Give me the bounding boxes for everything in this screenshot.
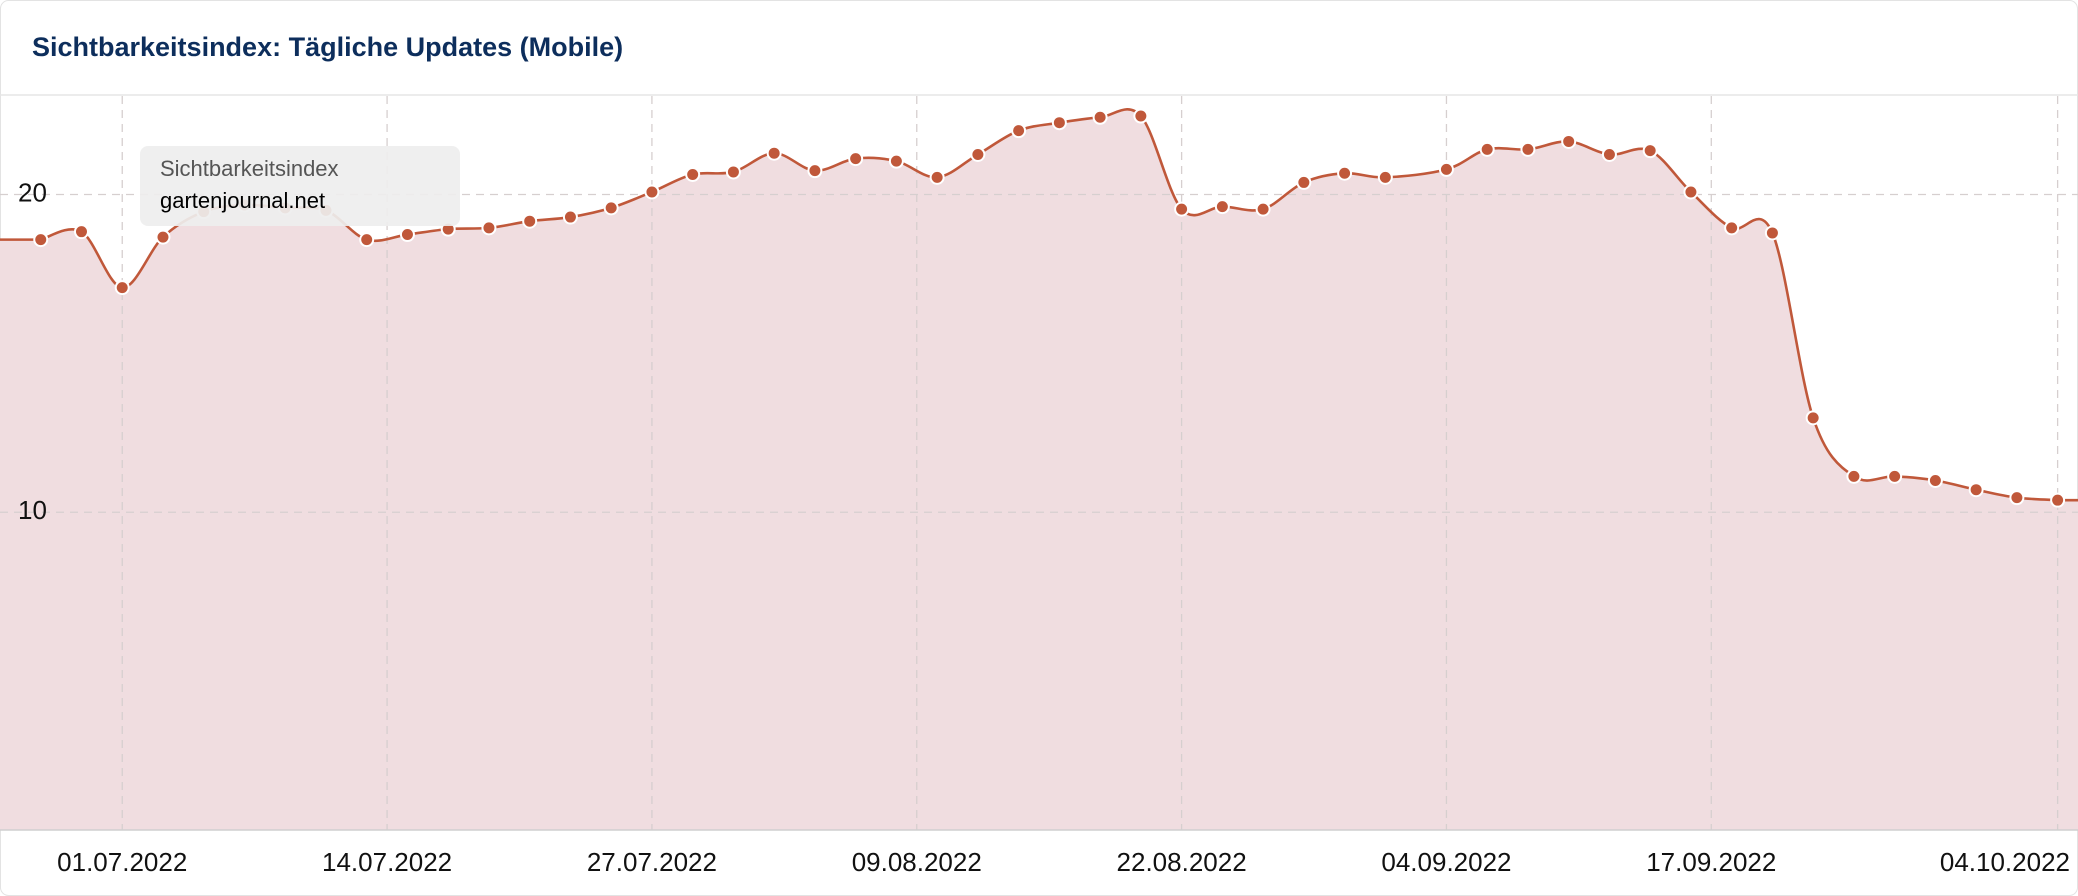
point bbox=[2009, 490, 2025, 506]
point bbox=[1846, 468, 1862, 484]
point bbox=[1479, 141, 1495, 157]
point bbox=[1337, 165, 1353, 181]
y-tick-label: 10 bbox=[18, 495, 47, 525]
point bbox=[1724, 220, 1740, 236]
y-tick-label: 20 bbox=[18, 177, 47, 207]
point bbox=[848, 151, 864, 167]
point bbox=[685, 166, 701, 182]
point bbox=[1377, 169, 1393, 185]
point bbox=[725, 164, 741, 180]
point bbox=[2050, 492, 2066, 508]
point bbox=[1255, 201, 1271, 217]
point bbox=[481, 220, 497, 236]
tooltip-series: gartenjournal.net bbox=[160, 188, 325, 213]
point bbox=[1438, 161, 1454, 177]
point bbox=[1683, 184, 1699, 200]
point bbox=[929, 169, 945, 185]
point bbox=[522, 213, 538, 229]
point bbox=[399, 227, 415, 243]
chart-title: Sichtbarkeitsindex: Tägliche Updates (Mo… bbox=[32, 32, 623, 62]
point bbox=[1011, 123, 1027, 139]
point bbox=[1601, 146, 1617, 162]
tooltip: Sichtbarkeitsindex gartenjournal.net bbox=[140, 146, 460, 226]
point bbox=[1561, 133, 1577, 149]
x-tick-label: 14.07.2022 bbox=[322, 847, 452, 877]
point bbox=[1174, 201, 1190, 217]
point bbox=[1764, 225, 1780, 241]
point bbox=[603, 200, 619, 216]
point bbox=[1296, 174, 1312, 190]
area bbox=[0, 109, 2078, 831]
x-tick-label: 17.09.2022 bbox=[1646, 847, 1776, 877]
point bbox=[888, 153, 904, 169]
x-tick-label: 09.08.2022 bbox=[852, 847, 982, 877]
point bbox=[1927, 472, 1943, 488]
point bbox=[766, 145, 782, 161]
point bbox=[1092, 109, 1108, 125]
point bbox=[1133, 108, 1149, 124]
point bbox=[1968, 482, 1984, 498]
point bbox=[1805, 410, 1821, 426]
point bbox=[1887, 468, 1903, 484]
x-tick-label: 04.09.2022 bbox=[1381, 847, 1511, 877]
point bbox=[1214, 199, 1230, 215]
x-tick-label: 27.07.2022 bbox=[587, 847, 717, 877]
point bbox=[1520, 141, 1536, 157]
x-tick-label: 22.08.2022 bbox=[1117, 847, 1247, 877]
point bbox=[33, 232, 49, 248]
point bbox=[73, 224, 89, 240]
point bbox=[970, 146, 986, 162]
point bbox=[562, 209, 578, 225]
tooltip-title: Sichtbarkeitsindex bbox=[160, 156, 339, 181]
x-tick-label: 04.10.2022 bbox=[1940, 847, 2070, 877]
point bbox=[644, 184, 660, 200]
point bbox=[1642, 143, 1658, 159]
point bbox=[155, 229, 171, 245]
tooltip-box bbox=[140, 146, 460, 226]
point bbox=[807, 163, 823, 179]
point bbox=[1051, 115, 1067, 131]
point bbox=[359, 232, 375, 248]
plot: 10 20 01.07.2022 14.07.2022 27.07.2022 09.08.… bbox=[0, 96, 2078, 877]
point bbox=[114, 280, 130, 296]
x-tick-label: 01.07.2022 bbox=[57, 847, 187, 877]
